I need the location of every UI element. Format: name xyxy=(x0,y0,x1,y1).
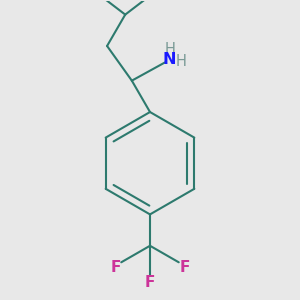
Text: N: N xyxy=(162,52,175,67)
Text: H: H xyxy=(175,54,186,69)
Text: H: H xyxy=(164,42,175,57)
Text: F: F xyxy=(145,274,155,290)
Text: F: F xyxy=(179,260,190,275)
Text: F: F xyxy=(110,260,121,275)
